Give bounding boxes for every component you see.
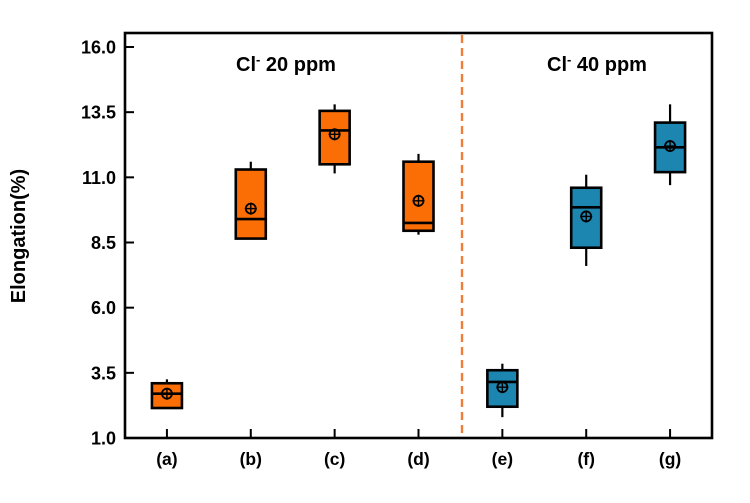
boxplot-c (318, 104, 351, 174)
y-axis-tick-label: 8.5 (91, 233, 116, 253)
boxplot-g (653, 104, 687, 186)
y-axis-tick-label: 3.5 (91, 363, 116, 383)
box-rect (150, 381, 184, 410)
boxplot-e (486, 363, 519, 418)
boxplot-d (402, 153, 435, 235)
plot-frame (123, 31, 714, 440)
group-title: Cl- 20 ppm (236, 52, 336, 76)
y-axis-tick-label: 16.0 (81, 38, 116, 58)
x-axis-tick-label: (f) (577, 449, 594, 469)
group-title: Cl- 40 ppm (547, 52, 647, 76)
boxplot-b (234, 161, 268, 240)
y-axis-tick-label: 6.0 (91, 298, 116, 318)
y-axis-tick-label: 13.5 (81, 103, 116, 123)
plot-area: 1.0 3.5 6.0 8.5 11.0 13.5 16.0 (a) (b) (c) (d) (e) (… (81, 31, 714, 469)
x-axis-tick-label: (d) (407, 449, 429, 469)
boxplot-a (150, 379, 184, 410)
y-axis-tick-label: 11.0 (82, 168, 116, 188)
x-axis-tick-label: (a) (156, 449, 177, 469)
x-axis-tick-label: (b) (240, 449, 262, 469)
boxplot-f (569, 174, 603, 266)
y-axis-title: Elongation(%) (8, 169, 30, 303)
x-axis-tick-label: (c) (324, 449, 345, 469)
x-axis-tick-label: (g) (659, 449, 681, 469)
y-axis-tick-label: 1.0 (91, 429, 116, 449)
x-axis-tick-label: (e) (492, 449, 513, 469)
